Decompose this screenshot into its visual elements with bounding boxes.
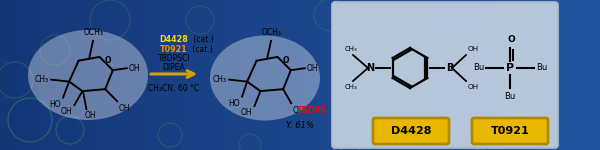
- Text: Bu: Bu: [536, 63, 547, 72]
- FancyBboxPatch shape: [373, 118, 449, 144]
- Text: HO: HO: [229, 99, 240, 108]
- Text: D4428: D4428: [160, 35, 188, 44]
- Text: OCH₃: OCH₃: [84, 28, 104, 37]
- Text: OH: OH: [468, 46, 479, 52]
- Text: D4428: D4428: [391, 126, 431, 136]
- FancyBboxPatch shape: [472, 118, 548, 144]
- Text: P: P: [506, 63, 514, 73]
- Ellipse shape: [28, 30, 148, 120]
- Text: O: O: [507, 35, 515, 44]
- Text: HO: HO: [49, 100, 61, 109]
- Text: (cat.): (cat.): [191, 35, 214, 44]
- Text: T0921: T0921: [160, 45, 188, 54]
- Text: OH: OH: [468, 84, 479, 90]
- Text: (cat.): (cat.): [190, 45, 213, 54]
- Text: CH₃: CH₃: [344, 84, 358, 90]
- Text: CH₃: CH₃: [35, 75, 49, 84]
- Text: OH: OH: [61, 107, 73, 116]
- Text: O: O: [283, 56, 289, 65]
- Text: OH: OH: [118, 104, 130, 113]
- Text: TBDPSCl: TBDPSCl: [158, 54, 190, 63]
- Text: Bu: Bu: [473, 63, 484, 72]
- FancyBboxPatch shape: [332, 2, 558, 148]
- Text: O: O: [105, 56, 112, 65]
- Text: OH: OH: [129, 64, 140, 73]
- Text: OH: OH: [307, 64, 319, 73]
- Text: CH₃CN, 60 °C: CH₃CN, 60 °C: [148, 84, 200, 93]
- Text: CH₃: CH₃: [344, 46, 358, 52]
- Text: O: O: [292, 106, 298, 115]
- Text: OH: OH: [241, 108, 253, 117]
- Text: DIPEA: DIPEA: [163, 63, 185, 72]
- Text: OH: OH: [85, 111, 96, 120]
- Text: N: N: [366, 63, 374, 73]
- Text: Bu: Bu: [505, 92, 515, 101]
- Text: CH₃: CH₃: [213, 75, 227, 84]
- Text: Y. 61%: Y. 61%: [286, 122, 314, 130]
- Text: T0921: T0921: [491, 126, 529, 136]
- Text: B: B: [446, 63, 454, 73]
- Text: TBDPS: TBDPS: [297, 106, 328, 115]
- Text: OCH₃: OCH₃: [262, 28, 282, 37]
- Ellipse shape: [210, 36, 320, 120]
